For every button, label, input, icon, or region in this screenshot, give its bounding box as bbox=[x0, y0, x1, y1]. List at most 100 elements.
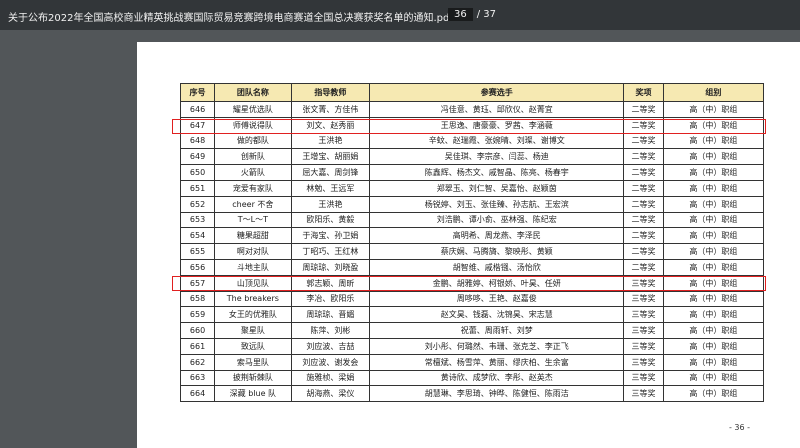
table-row: 658 The breakers 李冶、欧阳乐 周哆哆、王艳、赵嘉俊 三等奖 高（中）职组 bbox=[179, 290, 765, 308]
table-cell: 刘小彤、何璐然、韦珊、张克芝、李正飞 bbox=[369, 337, 625, 355]
table-cell: 三等奖 bbox=[623, 353, 664, 371]
table-cell: 655 bbox=[179, 243, 216, 260]
table-cell: 661 bbox=[179, 337, 216, 355]
table-cell: 陈鑫辉、杨杰文、戚智晶、陈亮、杨春宇 bbox=[369, 164, 625, 181]
page-indicator: 36/ 37 bbox=[448, 8, 496, 21]
table-row: 649 创新队 王增宝、胡丽娟 吴佳琪、李宗彦、闫蕊、杨迪 二等奖 高（中）职组 bbox=[179, 148, 765, 166]
table-cell: 二等奖 bbox=[623, 195, 664, 213]
table-row: 652 cheer 不舍 王洪艳 杨锐婷、刘玉、张佳臻、孙志航、王宏滨 二等奖 高（中）职… bbox=[179, 195, 765, 213]
table-cell: 刘浩鹏、谭小俞、巫林强、陈纪宏 bbox=[369, 211, 625, 229]
table-cell: 郑翠玉、刘仁智、吴嘉怡、赵颖茵 bbox=[369, 179, 625, 197]
table-cell: 高（中）职组 bbox=[662, 243, 765, 260]
header-cell: 奖项 bbox=[623, 83, 664, 102]
table-cell: 高（中）职组 bbox=[662, 148, 765, 166]
table-cell: 三等奖 bbox=[623, 290, 664, 308]
table-cell: 冯佳意、黄珏、邱欣仪、赵菁宜 bbox=[369, 101, 625, 118]
page-number: - 36 - bbox=[729, 423, 751, 432]
header-row: 序号 团队名称 指导教师 参赛选手 奖项 组别 bbox=[179, 83, 765, 102]
table-row: 661 致远队 刘应波、吉喆 刘小彤、何璐然、韦珊、张克芝、李正飞 三等奖 高（中）职组 bbox=[179, 337, 765, 355]
table-cell: 二等奖 bbox=[623, 258, 664, 276]
table-row: 653 T～L～T 欧阳乐、黄毅 刘浩鹏、谭小俞、巫林强、陈纪宏 二等奖 高（中）职组 bbox=[179, 211, 765, 229]
table-cell: 高（中）职组 bbox=[662, 132, 765, 150]
table-cell: 常檀斌、杨雪萍、黄丽、缪庆柏、生余富 bbox=[369, 353, 625, 371]
table-cell: 663 bbox=[179, 369, 216, 387]
table-row: 646 耀星优选队 张文菁、方佳伟 冯佳意、黄珏、邱欣仪、赵菁宜 二等奖 高（中）职组 bbox=[179, 101, 765, 118]
table-cell: 高（中）职组 bbox=[662, 258, 765, 276]
table-cell: 二等奖 bbox=[623, 227, 664, 245]
table-cell: 664 bbox=[179, 385, 216, 403]
table-cell: 三等奖 bbox=[623, 322, 664, 339]
table-cell: 二等奖 bbox=[623, 132, 664, 150]
header-cell: 指导教师 bbox=[290, 83, 371, 102]
table-row: 654 糖果超甜 于海宝、孙卫娟 高明希、周龙燕、李泽民 二等奖 高（中）职组 bbox=[179, 227, 765, 245]
table-row: 663 披荆斩棘队 施雅桢、梁娟 黄诗欣、成梦欣、李彤、赵英杰 三等奖 高（中）职组 bbox=[179, 369, 765, 387]
table-cell: 二等奖 bbox=[623, 243, 664, 260]
table-cell: cheer 不舍 bbox=[214, 195, 292, 213]
table-cell: 屈大嘉、周剑锋 bbox=[290, 164, 371, 181]
table-cell: 林勉、王远军 bbox=[290, 179, 371, 197]
table-cell: 高（中）职组 bbox=[662, 337, 765, 355]
table-cell: 高（中）职组 bbox=[662, 306, 765, 324]
table-cell: 欧阳乐、黄毅 bbox=[290, 211, 371, 229]
page-total: / 37 bbox=[476, 9, 497, 20]
page-input[interactable]: 36 bbox=[448, 8, 473, 21]
table-cell: 654 bbox=[179, 227, 216, 245]
table-cell: 653 bbox=[179, 211, 216, 229]
table-cell: 高（中）职组 bbox=[662, 353, 765, 371]
table-row: 656 斗地主队 周琼琼、刘晓盈 胡智维、戚楷镪、汤怡欣 二等奖 高（中）职组 bbox=[179, 258, 765, 276]
table-cell: 于海宝、孙卫娟 bbox=[290, 227, 371, 245]
table-cell: 三等奖 bbox=[623, 337, 664, 355]
table-cell: 陈萍、刘彬 bbox=[290, 322, 371, 339]
table-cell: 高（中）职组 bbox=[662, 195, 765, 213]
table-cell: 蔡庆娴、马腾旖、黎映彤、黄颖 bbox=[369, 243, 625, 260]
pdf-page: 序号 团队名称 指导教师 参赛选手 奖项 组别 646 耀星优选队 张文菁、方佳伟 冯佳意、黄珏… bbox=[137, 42, 800, 448]
table-cell: 651 bbox=[179, 179, 216, 197]
table-cell: 胡海燕、梁仪 bbox=[290, 385, 371, 403]
table-cell: T～L～T bbox=[214, 211, 292, 229]
highlight-box bbox=[172, 119, 766, 134]
table-cell: 648 bbox=[179, 132, 216, 150]
table-cell: 刘应波、吉喆 bbox=[290, 337, 371, 355]
table-cell: 652 bbox=[179, 195, 216, 213]
table-cell: 高（中）职组 bbox=[662, 164, 765, 181]
table-cell: 高（中）职组 bbox=[662, 179, 765, 197]
table-cell: 高明希、周龙燕、李泽民 bbox=[369, 227, 625, 245]
table-cell: 王增宝、胡丽娟 bbox=[290, 148, 371, 166]
table-cell: 660 bbox=[179, 322, 216, 339]
table-cell: 耀星优选队 bbox=[214, 101, 292, 118]
table-row: 655 啊对对队 丁昭巧、王红林 蔡庆娴、马腾旖、黎映彤、黄颖 二等奖 高（中）职组 bbox=[179, 243, 765, 260]
table-cell: 周琼琼、晋媚 bbox=[290, 306, 371, 324]
table-row: 651 宠爱有家队 林勉、王远军 郑翠玉、刘仁智、吴嘉怡、赵颖茵 二等奖 高（中）职组 bbox=[179, 179, 765, 197]
table-cell: 646 bbox=[179, 101, 216, 118]
table-cell: 胡智维、戚楷镪、汤怡欣 bbox=[369, 258, 625, 276]
table-cell: 周琼琼、刘晓盈 bbox=[290, 258, 371, 276]
table-cell: 聚星队 bbox=[214, 322, 292, 339]
table-cell: 高（中）职组 bbox=[662, 227, 765, 245]
header-cell: 团队名称 bbox=[214, 83, 292, 102]
table-cell: 三等奖 bbox=[623, 306, 664, 324]
table-cell: 杨锐婷、刘玉、张佳臻、孙志航、王宏滨 bbox=[369, 195, 625, 213]
table-row: 664 深藏 blue 队胡海燕、梁仪 胡慧琳、李思琦、钟晔、陈健恒、陈雨洁 三等奖高… bbox=[179, 385, 765, 403]
table-cell: 施雅桢、梁娟 bbox=[290, 369, 371, 387]
table-cell: 高（中）职组 bbox=[662, 322, 765, 339]
table-cell: 张文菁、方佳伟 bbox=[290, 101, 371, 118]
header-cell: 组别 bbox=[662, 83, 765, 102]
table-cell: 王洪艳 bbox=[290, 195, 371, 213]
highlight-box bbox=[172, 276, 766, 291]
table-cell: 赵文昊、钱磊、沈锦昊、宋志慧 bbox=[369, 306, 625, 324]
table-cell: 创新队 bbox=[214, 148, 292, 166]
table-row: 660 聚星队 陈萍、刘彬 祝蕾、周雨轩、刘梦 三等奖 高（中）职组 bbox=[179, 322, 765, 339]
toolbar: 关于公布2022年全国高校商业精英挑战赛国际贸易竞赛跨境电商赛道全国总决赛获奖名… bbox=[0, 0, 800, 30]
table-cell: 二等奖 bbox=[623, 179, 664, 197]
table-cell: 丁昭巧、王红林 bbox=[290, 243, 371, 260]
table-cell: 披荆斩棘队 bbox=[214, 369, 292, 387]
table-cell: 辛蚊、赵瑞霞、张婉晴、刘璨、谢博文 bbox=[369, 132, 625, 150]
table-cell: 659 bbox=[179, 306, 216, 324]
file-name: 关于公布2022年全国高校商业精英挑战赛国际贸易竞赛跨境电商赛道全国总决赛获奖名… bbox=[8, 13, 453, 24]
table-cell: 高（中）职组 bbox=[662, 101, 765, 118]
table-cell: 致远队 bbox=[214, 337, 292, 355]
table-cell: 王洪艳 bbox=[290, 132, 371, 150]
table-cell: 斗地主队 bbox=[214, 258, 292, 276]
table-cell: 周哆哆、王艳、赵嘉俊 bbox=[369, 290, 625, 308]
table-cell: 三等奖 bbox=[623, 385, 664, 403]
